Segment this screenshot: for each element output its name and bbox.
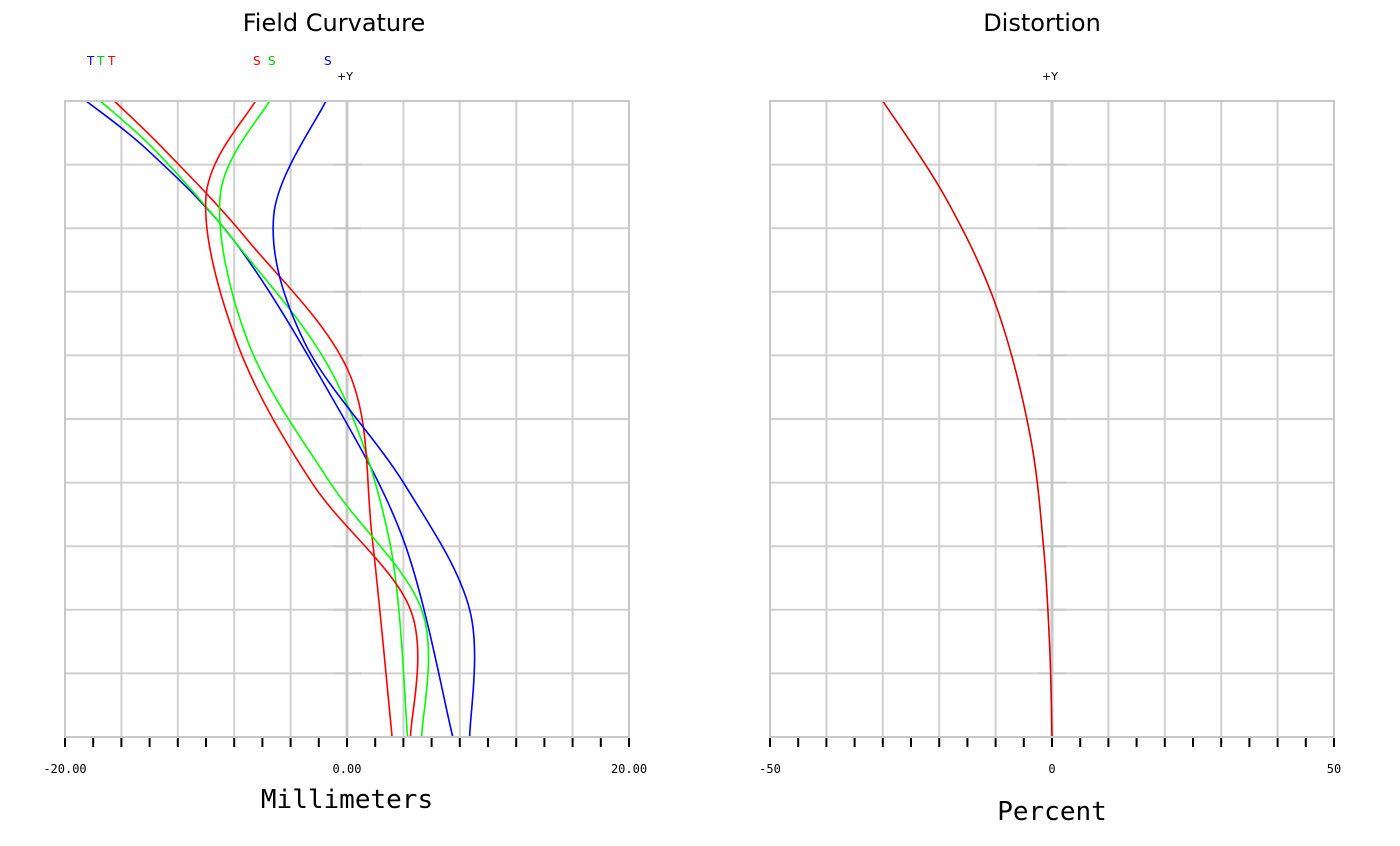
- distortion-x-axis-label: Percent: [997, 797, 1107, 827]
- field-curvature-title: Field Curvature: [243, 9, 426, 37]
- distortion-x-ticks: [769, 737, 1335, 747]
- x-tick-label-max: 50: [1327, 762, 1341, 776]
- distortion-curve: [882, 100, 1053, 738]
- distortion-panel: Distortion +Y -50 0 50 Percent: [759, 9, 1341, 827]
- legend-tangential-blue: T: [86, 54, 95, 68]
- field-curvature-y-marker: +Y: [337, 70, 353, 83]
- sagittal-curve: [272, 100, 476, 738]
- tangential-curve: [85, 100, 454, 738]
- field-curvature-legend: T T T S S S: [86, 54, 332, 68]
- legend-tangential-green: T: [96, 54, 105, 68]
- distortion-y-marker: +Y: [1042, 70, 1058, 83]
- distortion-zero-axis: [1038, 101, 1066, 737]
- field-curvature-panel: Field Curvature T T T S S S +Y -20.00 0.…: [43, 9, 647, 815]
- x-tick-label-min: -20.00: [43, 762, 86, 776]
- sagittal-curve: [204, 100, 419, 738]
- field-curvature-series: [85, 100, 476, 738]
- tangential-curve: [113, 100, 393, 738]
- legend-tangential-red: T: [107, 54, 116, 68]
- distortion-plot-frame: [769, 100, 1335, 738]
- sagittal-curve: [218, 100, 430, 738]
- field-curvature-tick-labels: -20.00 0.00 20.00: [43, 762, 647, 776]
- x-tick-label-max: 20.00: [611, 762, 647, 776]
- distortion-title: Distortion: [983, 9, 1101, 37]
- legend-sagittal-green: S: [268, 54, 276, 68]
- distortion-tick-labels: -50 0 50: [759, 762, 1341, 776]
- field-curvature-x-axis-label: Millimeters: [261, 785, 433, 815]
- field-curvature-x-ticks: [64, 737, 630, 747]
- x-tick-label-zero: 0: [1048, 762, 1055, 776]
- legend-sagittal-blue: S: [324, 54, 332, 68]
- legend-sagittal-red: S: [253, 54, 261, 68]
- x-tick-label-zero: 0.00: [333, 762, 362, 776]
- field-curvature-plot-frame: [64, 100, 630, 738]
- distortion-series: [882, 100, 1053, 738]
- field-curvature-zero-axis: [333, 101, 361, 737]
- tangential-curve: [99, 100, 409, 738]
- x-tick-label-min: -50: [759, 762, 781, 776]
